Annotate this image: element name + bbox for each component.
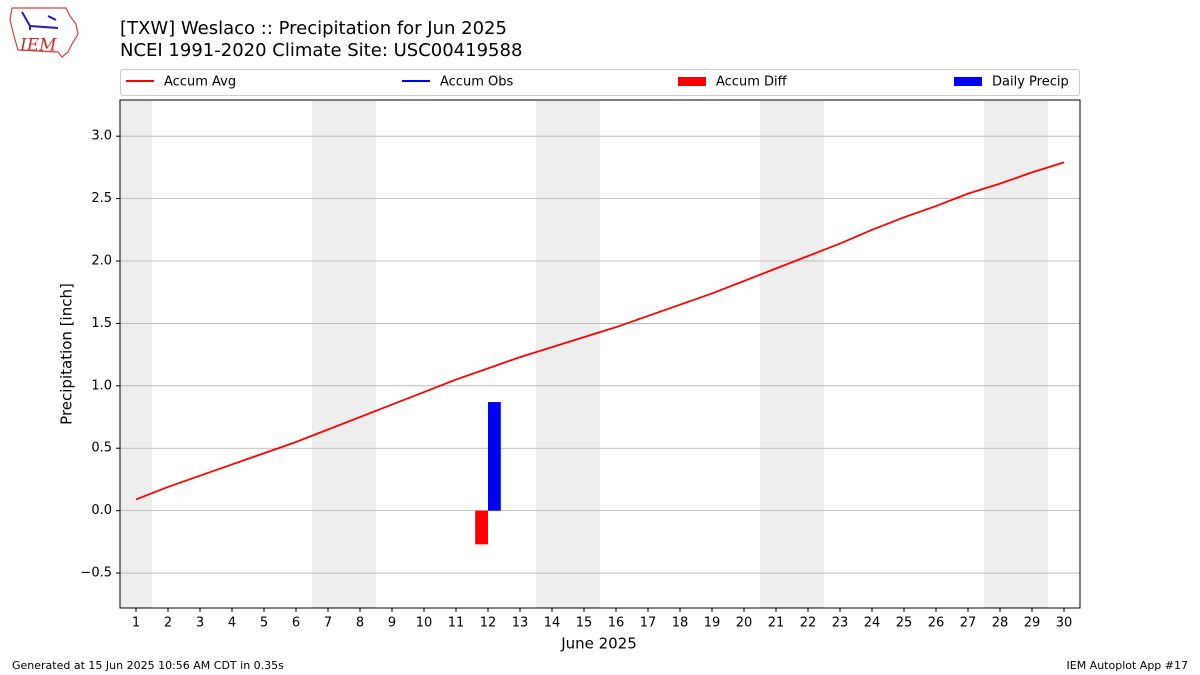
x-tick-label: 7 <box>324 616 332 631</box>
y-tick-label: 1.0 <box>91 378 112 393</box>
logo-icon <box>21 11 59 30</box>
legend-box <box>120 69 1080 96</box>
x-tick-label: 4 <box>228 616 236 631</box>
x-tick-label: 8 <box>356 616 364 631</box>
x-tick-label: 12 <box>480 616 497 631</box>
x-tick-label: 26 <box>928 616 945 631</box>
y-tick-label: 0.5 <box>91 441 112 456</box>
chart-title: [TXW] Weslaco :: Precipitation for Jun 2… <box>120 18 507 39</box>
weekend-shading <box>760 100 824 608</box>
y-tick-label: 1.5 <box>91 316 112 331</box>
x-tick-label: 22 <box>800 616 817 631</box>
logo-text: IEM <box>19 36 57 56</box>
x-tick-label: 16 <box>608 616 625 631</box>
y-tick-label: −0.5 <box>80 566 112 581</box>
x-tick-label: 30 <box>1056 616 1073 631</box>
x-tick-label: 14 <box>544 616 561 631</box>
x-tick-label: 13 <box>512 616 529 631</box>
x-tick-label: 2 <box>164 616 172 631</box>
y-axis-label: Precipitation [inch] <box>58 283 76 425</box>
legend-swatch <box>954 77 982 86</box>
weekend-shading <box>984 100 1048 608</box>
bar <box>475 510 488 545</box>
x-tick-label: 20 <box>736 616 753 631</box>
plot-frame <box>119 99 1081 609</box>
bar <box>488 402 501 511</box>
legend-label: Accum Obs <box>440 75 513 90</box>
legend-label: Daily Precip <box>992 75 1069 90</box>
weekend-shading <box>312 100 376 608</box>
x-tick-label: 15 <box>576 616 593 631</box>
chart-subtitle: NCEI 1991-2020 Climate Site: USC00419588 <box>120 40 522 61</box>
x-tick-label: 10 <box>416 616 433 631</box>
x-tick-label: 27 <box>960 616 977 631</box>
legend-swatch <box>678 77 706 86</box>
x-tick-label: 5 <box>260 616 268 631</box>
footer-right: IEM Autoplot App #17 <box>1067 659 1189 672</box>
x-tick-label: 25 <box>896 616 913 631</box>
x-axis-label: June 2025 <box>560 635 637 653</box>
x-tick-label: 3 <box>196 616 204 631</box>
y-tick-label: 2.0 <box>91 254 112 269</box>
x-tick-label: 23 <box>832 616 849 631</box>
y-tick-label: 2.5 <box>91 191 112 206</box>
y-tick-label: 3.0 <box>91 129 112 144</box>
x-tick-label: 1 <box>132 616 140 631</box>
x-tick-label: 18 <box>672 616 689 631</box>
x-tick-label: 21 <box>768 616 785 631</box>
x-tick-label: 17 <box>640 616 657 631</box>
x-tick-label: 28 <box>992 616 1009 631</box>
y-tick-label: 0.0 <box>91 503 112 518</box>
legend-label: Accum Avg <box>164 75 236 90</box>
logo: IEM <box>9 7 79 58</box>
x-tick-label: 11 <box>448 616 465 631</box>
x-tick-label: 29 <box>1024 616 1041 631</box>
legend-label: Accum Diff <box>716 75 788 90</box>
x-tick-label: 19 <box>704 616 721 631</box>
line <box>135 161 1065 501</box>
weekend-shading <box>536 100 600 608</box>
weekend-shading <box>120 100 152 608</box>
x-tick-label: 6 <box>292 616 300 631</box>
x-tick-label: 24 <box>864 616 881 631</box>
x-tick-label: 9 <box>388 616 396 631</box>
footer-left: Generated at 15 Jun 2025 10:56 AM CDT in… <box>12 659 284 672</box>
